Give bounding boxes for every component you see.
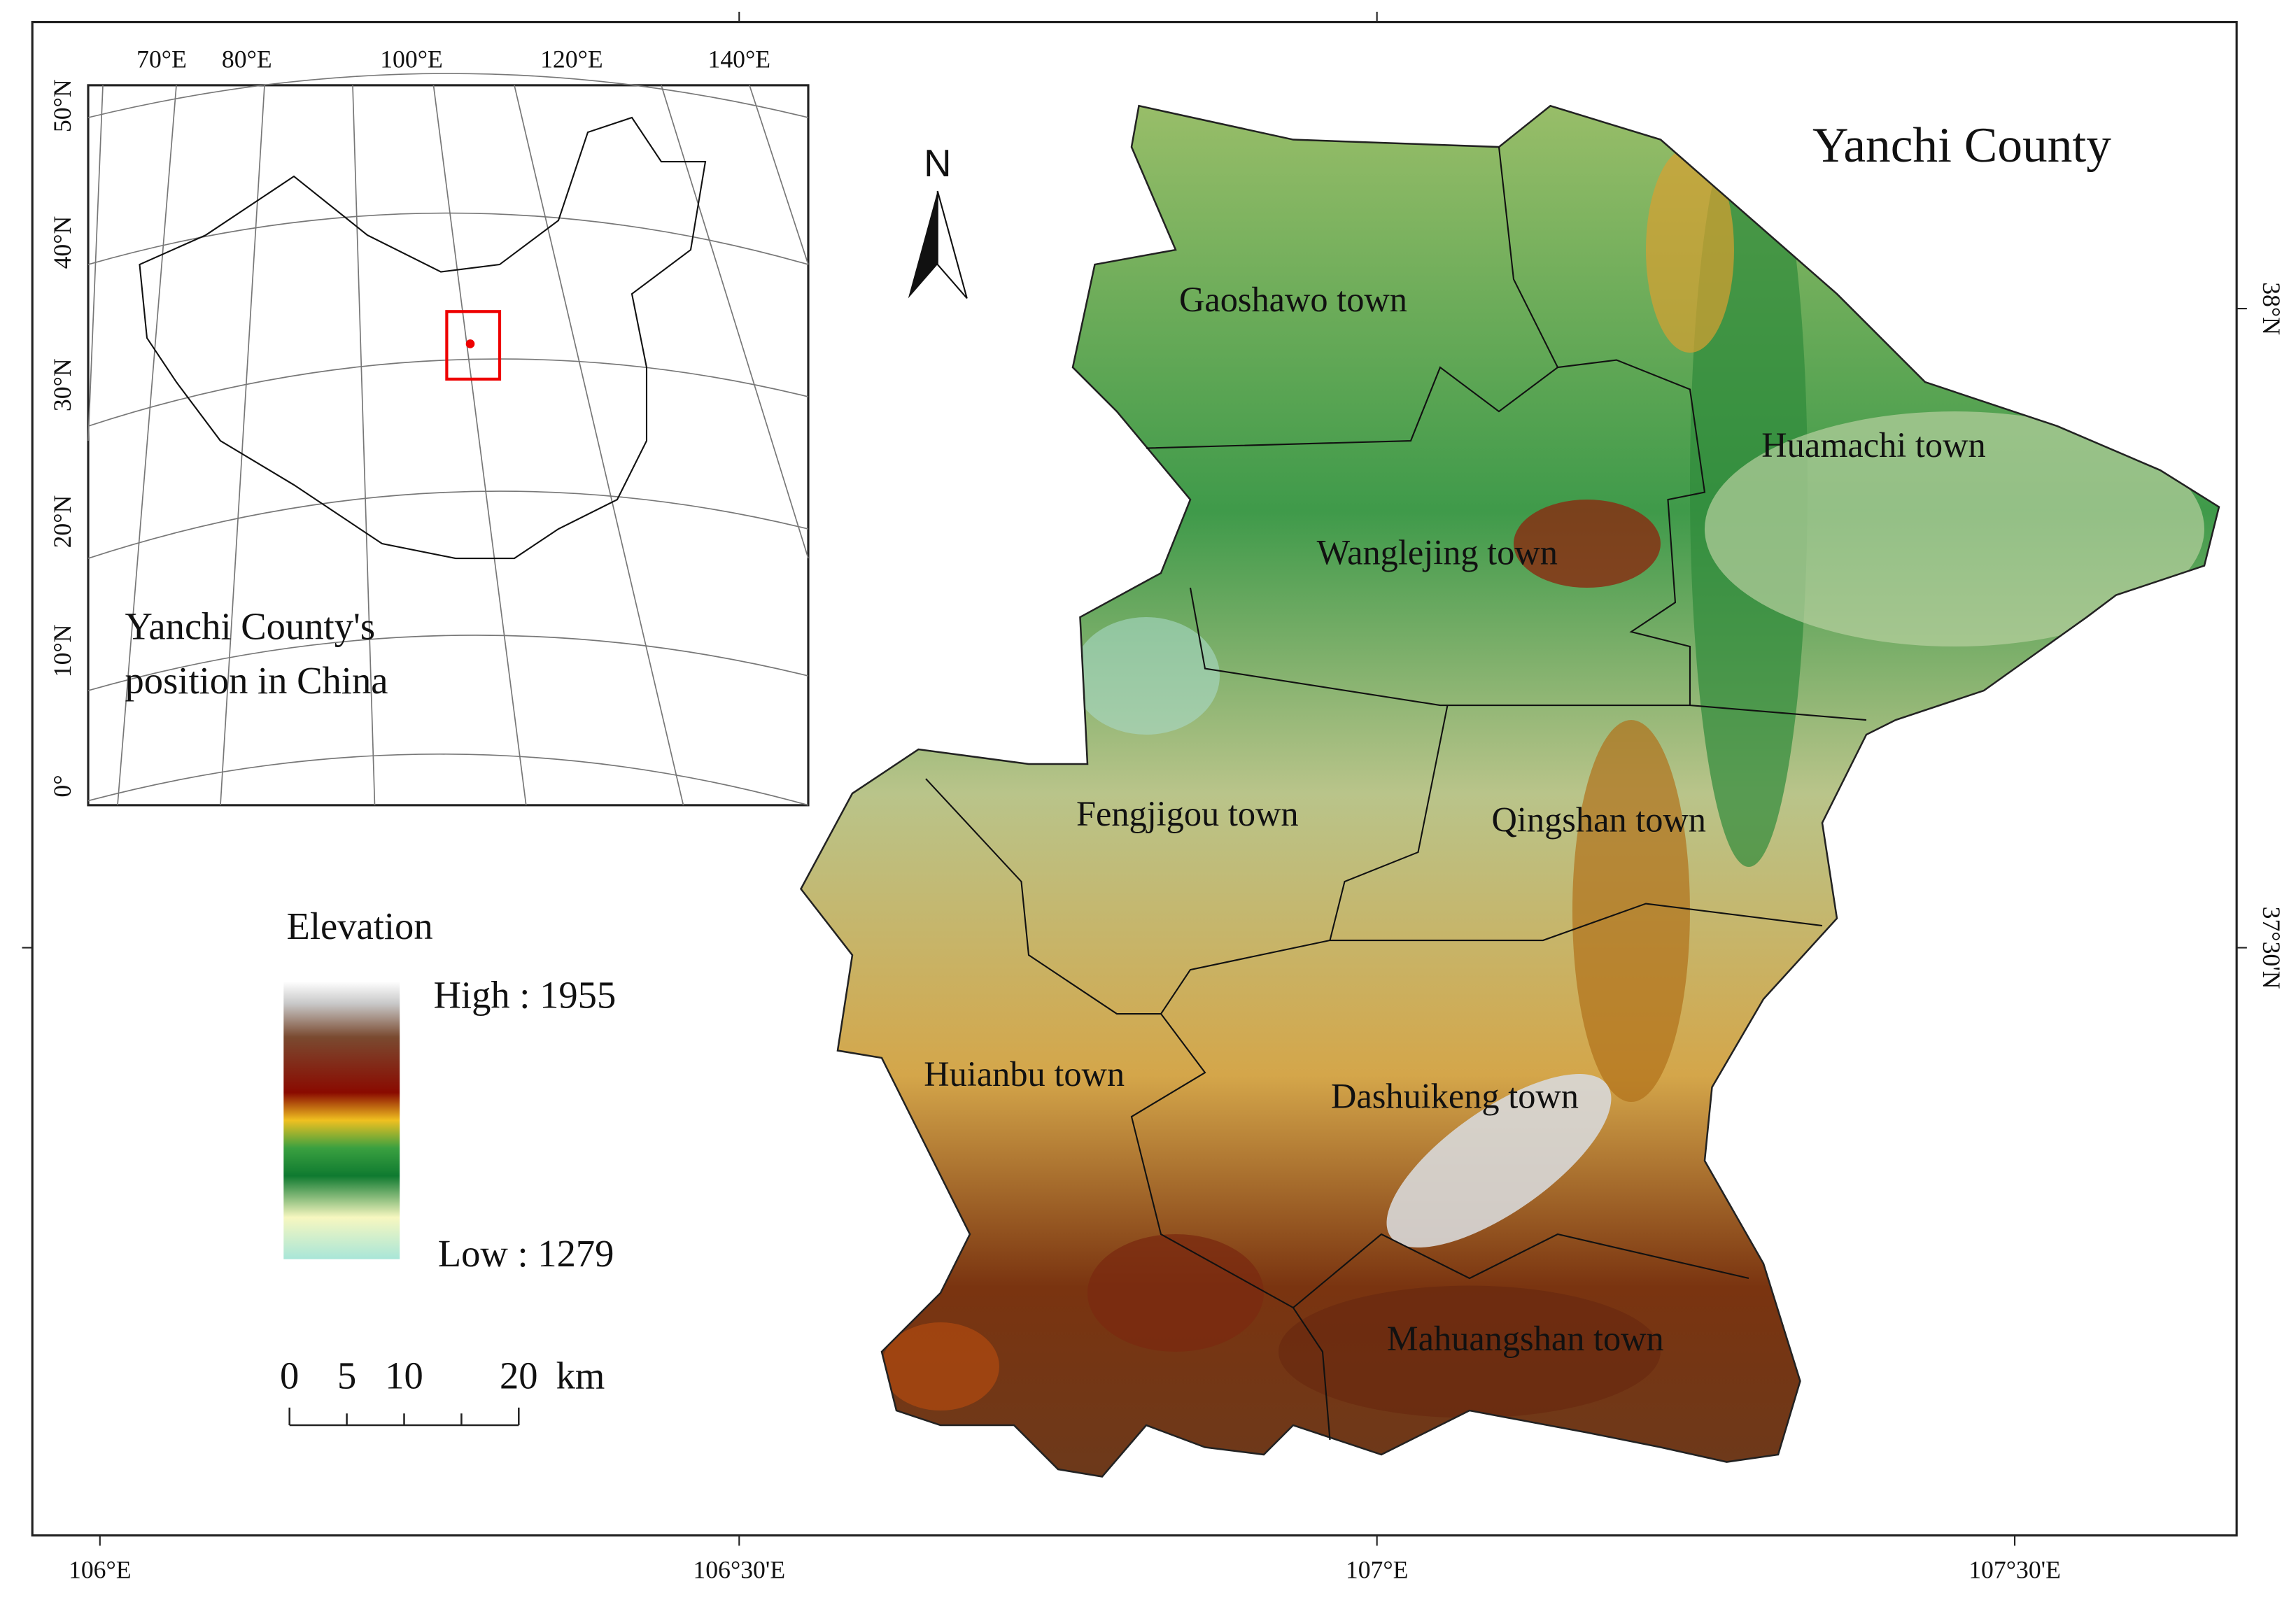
map-frame xyxy=(31,20,2238,1537)
inset-lon-label: 80°E xyxy=(222,45,272,73)
town-borders xyxy=(925,146,1867,1441)
elevation-raster xyxy=(801,106,2219,1477)
map-title: Yanchi County xyxy=(1812,118,2111,173)
inset-lon-label: 120°E xyxy=(540,45,603,73)
location-marker xyxy=(465,339,475,348)
lat-label: 37°30'N xyxy=(2258,907,2286,989)
lon-label: 106°30'E xyxy=(693,1555,785,1583)
town-label: Huianbu town xyxy=(924,1054,1125,1094)
inset-lat-label: 20°N xyxy=(48,495,76,549)
lat-label: 38°N xyxy=(2258,282,2286,335)
north-arrow: N xyxy=(908,142,968,299)
lon-label: 107°E xyxy=(1346,1555,1409,1583)
china-outline xyxy=(139,116,707,560)
town-label: Huamachi town xyxy=(1761,425,1985,465)
lon-label: 106°E xyxy=(69,1555,132,1583)
scale-bar: 0 5 10 20 km xyxy=(280,1355,605,1427)
location-box xyxy=(445,310,502,381)
legend: Elevation High : 1955 Low : 1279 xyxy=(283,905,616,1275)
frame-ticks xyxy=(22,11,2247,1546)
lon-labels: 106°E 106°30'E 107°E 107°30'E 38°N 37°30… xyxy=(69,282,2286,1583)
inset-lon-label: 100°E xyxy=(380,45,443,73)
town-label: Gaoshawo town xyxy=(1179,280,1407,319)
lon-label: 107°30'E xyxy=(1968,1555,2061,1583)
inset-lon-label: 140°E xyxy=(707,45,770,73)
inset-caption: position in China xyxy=(125,659,388,702)
scale-unit: km xyxy=(556,1355,605,1397)
scale-label: 20 xyxy=(500,1355,538,1397)
legend-low: Low : 1279 xyxy=(438,1232,614,1275)
graticule xyxy=(87,73,809,806)
scale-label: 5 xyxy=(337,1355,356,1397)
inset-caption: Yanchi County's xyxy=(125,605,375,648)
scale-label: 10 xyxy=(385,1355,423,1397)
inset-lon-label: 70°E xyxy=(136,45,187,73)
legend-title: Elevation xyxy=(286,905,432,947)
town-label: Qingshan town xyxy=(1492,800,1706,840)
inset-lat-label: 0° xyxy=(48,775,76,797)
inset-lon-labels: 70°E 80°E 100°E 120°E 140°E xyxy=(136,45,770,73)
town-label: Fengjigou town xyxy=(1076,794,1299,833)
scale-label: 0 xyxy=(280,1355,299,1397)
inset-lat-label: 40°N xyxy=(48,216,76,269)
town-label: Mahuangshan town xyxy=(1387,1319,1664,1358)
inset-lat-label: 10°N xyxy=(48,624,76,677)
inset-lat-label: 50°N xyxy=(48,79,76,132)
legend-ramp xyxy=(283,981,400,1259)
inset-lat-labels: 50°N 40°N 30°N 20°N 10°N 0° xyxy=(48,79,76,797)
town-labels: Gaoshawo town Huamachi town Wanglejing t… xyxy=(924,280,1985,1358)
north-label: N xyxy=(924,142,951,185)
inset-map: 70°E 80°E 100°E 120°E 140°E 50°N 40°N 30… xyxy=(48,45,810,807)
legend-high: High : 1955 xyxy=(433,974,616,1017)
town-label: Wanglejing town xyxy=(1317,532,1558,572)
town-label: Dashuikeng town xyxy=(1331,1076,1579,1115)
inset-lat-label: 30°N xyxy=(48,358,76,411)
